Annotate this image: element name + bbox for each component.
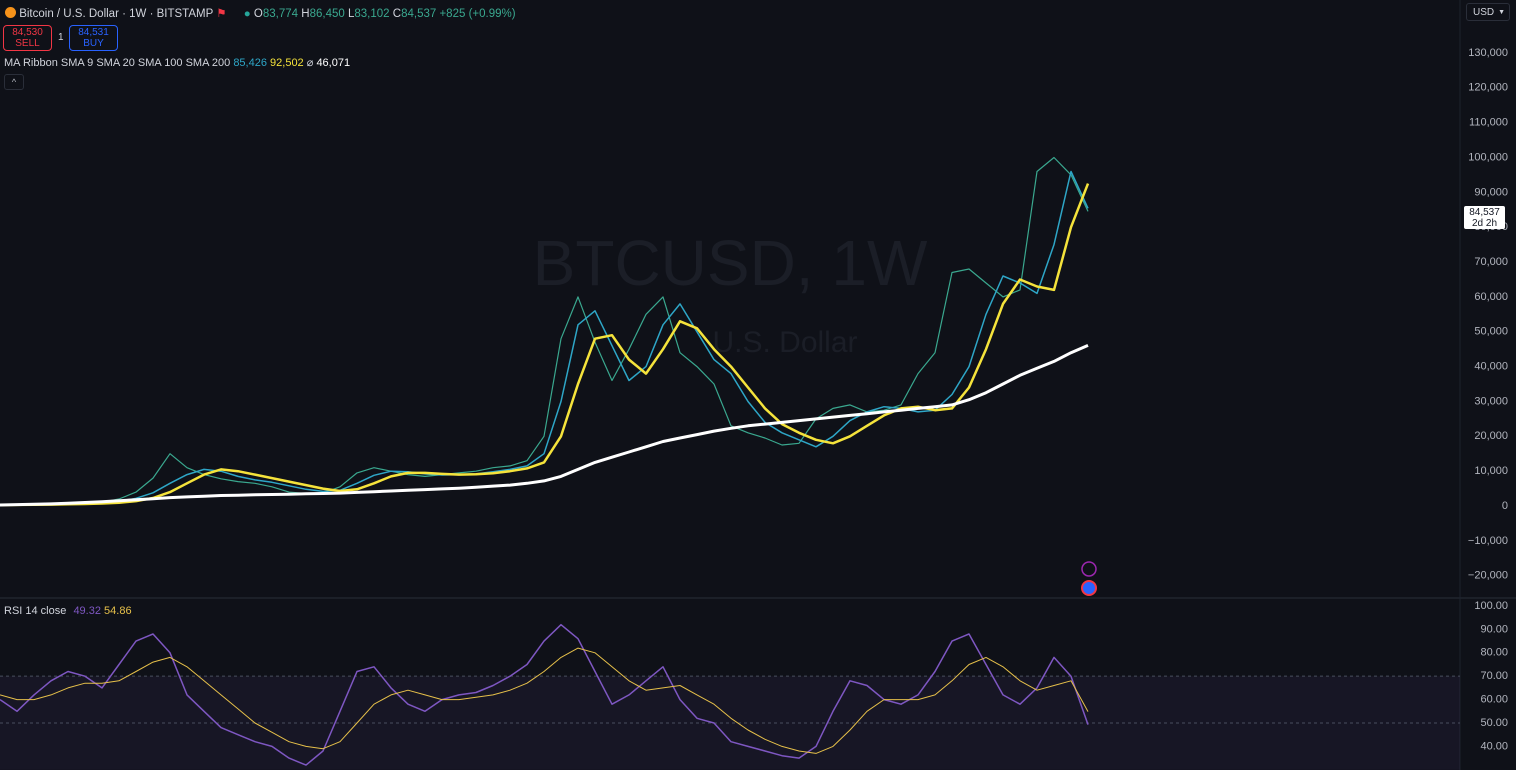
series-line — [0, 156, 1089, 506]
y-tick-label: 100.00 — [1474, 600, 1508, 612]
rsi-band — [0, 676, 1460, 770]
countdown: 2d 2h — [1471, 218, 1498, 229]
close-label: C — [392, 8, 402, 20]
sell-price: 84,530 — [12, 27, 43, 38]
y-tick-label: −10,000 — [1468, 535, 1508, 547]
y-tick-label: 80.00 — [1480, 647, 1508, 659]
status-dot: ● — [243, 8, 251, 20]
y-tick-label: 20,000 — [1474, 430, 1508, 442]
series-line — [0, 183, 1090, 507]
y-tick-label: 40,000 — [1474, 361, 1508, 373]
y-tick-label: 90.00 — [1480, 623, 1508, 635]
btc-icon — [5, 7, 16, 18]
series-line — [0, 170, 1089, 506]
sma20-value: 92,502 — [270, 57, 304, 69]
caret: ▼ — [1498, 9, 1505, 16]
hidden-sma: ⌀ — [306, 57, 314, 69]
y-tick-label: 90,000 — [1474, 186, 1508, 198]
low: 83,102 — [354, 8, 390, 20]
watermark-sub: U.S. Dollar — [712, 326, 857, 359]
watermark: BTCUSD, 1W — [533, 227, 928, 299]
high-label: H — [301, 8, 310, 20]
y-tick-label: 120,000 — [1468, 82, 1508, 94]
flag[interactable]: ⚑ — [216, 8, 227, 20]
y-tick-label: 100,000 — [1468, 151, 1508, 163]
sma200-value: 46,071 — [316, 57, 351, 69]
y-tick-label: 60,000 — [1474, 291, 1508, 303]
low-label: L — [347, 8, 355, 20]
buy-price: 84,531 — [78, 27, 109, 38]
open-label: O — [253, 8, 263, 20]
y-tick-label: −20,000 — [1468, 570, 1508, 582]
rsi-ma-value: 54.86 — [104, 605, 132, 617]
legend-title[interactable]: MA Ribbon SMA 9 SMA 20 SMA 100 SMA 200 — [4, 57, 231, 69]
y-tick-label: 0 — [1502, 500, 1508, 512]
change: +825 (+0.99%) — [439, 8, 516, 20]
series-line — [0, 647, 1089, 754]
sma9-value: 85,426 — [233, 57, 267, 69]
event-icon — [1081, 561, 1097, 577]
close: 84,537 — [401, 8, 437, 20]
collapse-button[interactable]: ^ — [4, 74, 24, 90]
series-line — [0, 623, 1089, 766]
high: 86,450 — [309, 8, 345, 20]
y-tick-label: 70,000 — [1474, 256, 1508, 268]
y-tick-label: 40.00 — [1480, 740, 1508, 752]
open: 83,774 — [262, 8, 299, 20]
rsi-legend: RSI 14 close 49.32 54.86 — [4, 605, 132, 617]
last-price: 84,537 — [1469, 207, 1500, 218]
y-tick-label: 50.00 — [1480, 717, 1508, 729]
symbol[interactable]: Bitcoin / U.S. Dollar · 1W · BITSTAMP — [19, 8, 214, 20]
buy-button[interactable]: 84,531 BUY — [69, 25, 118, 51]
sell-button[interactable]: 84,530 SELL — [3, 25, 52, 51]
buy-label: BUY — [83, 38, 104, 49]
symbol-bar: Bitcoin / U.S. Dollar · 1W · BITSTAMP ⚑ … — [5, 6, 516, 20]
rsi-title[interactable]: RSI 14 close — [4, 605, 67, 617]
y-tick-label: 10,000 — [1474, 465, 1508, 477]
y-tick-label: 70.00 — [1480, 670, 1508, 682]
event-icon — [1081, 580, 1097, 596]
series-line — [0, 344, 1089, 507]
y-tick-label: 110,000 — [1469, 117, 1508, 129]
ma-legend: MA Ribbon SMA 9 SMA 20 SMA 100 SMA 200 8… — [4, 56, 350, 69]
sell-label: SELL — [15, 38, 40, 49]
y-tick-label: 30,000 — [1474, 395, 1508, 407]
y-tick-label: 130,000 — [1468, 47, 1508, 59]
qty: 1 — [58, 32, 64, 43]
rsi-value: 49.32 — [73, 605, 101, 617]
currency-select[interactable]: USD ▼ — [1466, 3, 1510, 21]
y-tick-label: 50,000 — [1474, 326, 1508, 338]
currency: USD — [1473, 7, 1495, 18]
y-tick-label: 60.00 — [1480, 693, 1508, 705]
last-price-badge: 84,537 2d 2h — [1464, 206, 1505, 229]
